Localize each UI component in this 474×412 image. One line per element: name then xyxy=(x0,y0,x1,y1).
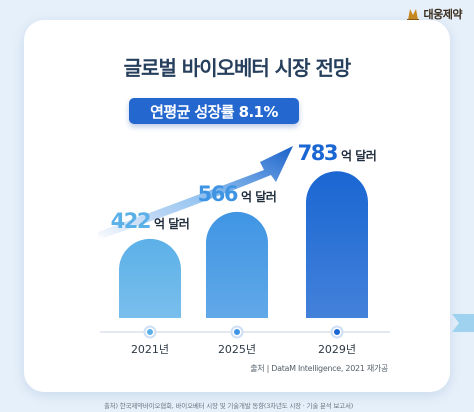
value-number-1: 422 xyxy=(110,208,152,233)
x-tick-label-3: 2029년 xyxy=(318,343,356,356)
trend-arrow xyxy=(98,146,293,240)
value-unit-2: 억 달러 xyxy=(241,189,277,204)
x-tick-label-1: 2021년 xyxy=(131,343,169,356)
value-unit-1: 억 달러 xyxy=(154,216,190,231)
brand-name: 대웅제약 xyxy=(423,8,463,21)
bar-1 xyxy=(119,238,181,318)
value-label-1: 422 억 달러 xyxy=(111,209,190,233)
bookmark-icon xyxy=(452,314,474,332)
value-number-2: 566 xyxy=(197,181,239,206)
axis-marker-dot-3 xyxy=(334,329,340,335)
axis-marker-dot-1 xyxy=(147,329,153,335)
source-note: 출처 | DataM Intelligence, 2021 재가공 xyxy=(250,364,388,373)
chart-title: 글로벌 바이오베터 시장 전망 xyxy=(123,56,352,80)
value-label-2: 566 억 달러 xyxy=(198,182,277,206)
value-number-3: 783 xyxy=(297,141,339,166)
value-label-3: 783 억 달러 xyxy=(298,141,377,165)
footer-note: 출처) 한국제약바이오협회, 바이오베터 시장 및 기술개발 동향(3차년도 시… xyxy=(104,402,354,410)
value-unit-3: 억 달러 xyxy=(341,149,377,164)
bar-2 xyxy=(206,211,268,318)
bar-3 xyxy=(306,171,368,318)
brand-logo: 대웅제약 xyxy=(405,3,463,25)
axis-marker-dot-2 xyxy=(234,329,240,335)
growth-rate-badge: 연평균 성장률 8.1% xyxy=(129,98,299,124)
x-tick-label-2: 2025년 xyxy=(218,343,256,356)
